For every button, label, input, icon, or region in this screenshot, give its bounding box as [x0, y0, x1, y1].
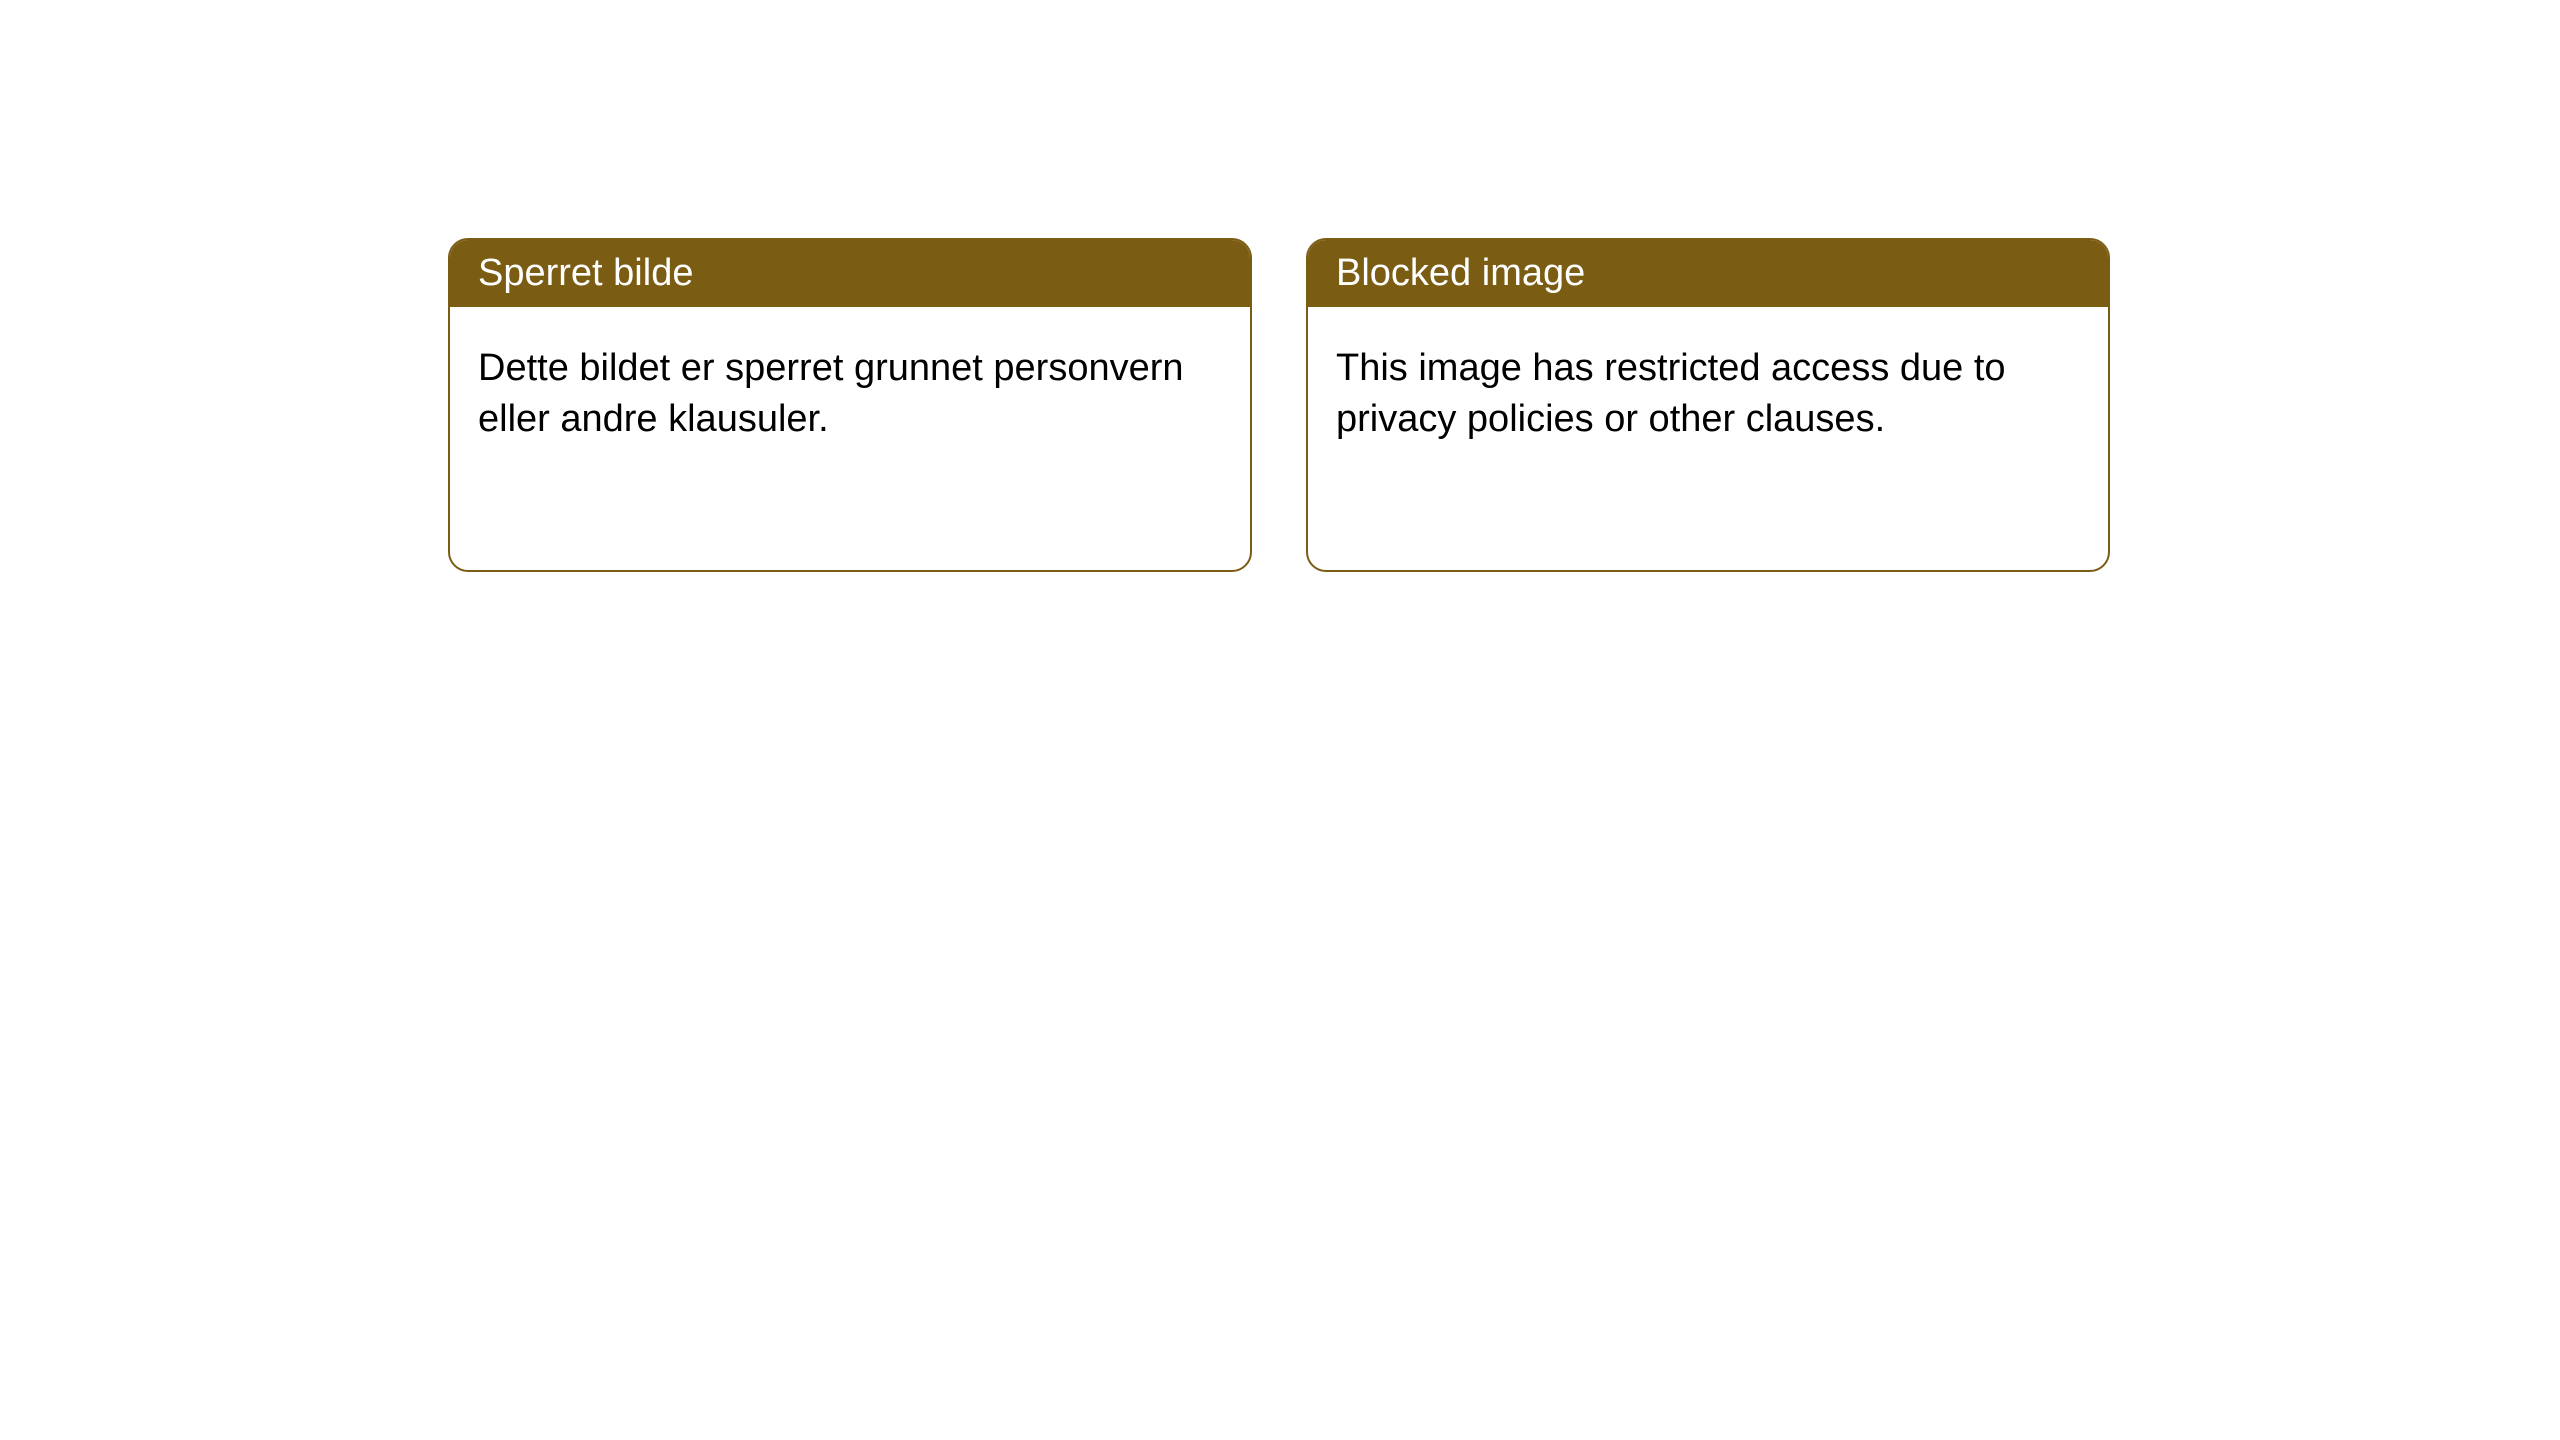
- notice-body: This image has restricted access due to …: [1308, 307, 2108, 482]
- notice-card-norwegian: Sperret bilde Dette bildet er sperret gr…: [448, 238, 1252, 572]
- notice-card-english: Blocked image This image has restricted …: [1306, 238, 2110, 572]
- notice-body: Dette bildet er sperret grunnet personve…: [450, 307, 1250, 482]
- notice-container: Sperret bilde Dette bildet er sperret gr…: [0, 0, 2560, 572]
- notice-header: Sperret bilde: [450, 240, 1250, 307]
- notice-header: Blocked image: [1308, 240, 2108, 307]
